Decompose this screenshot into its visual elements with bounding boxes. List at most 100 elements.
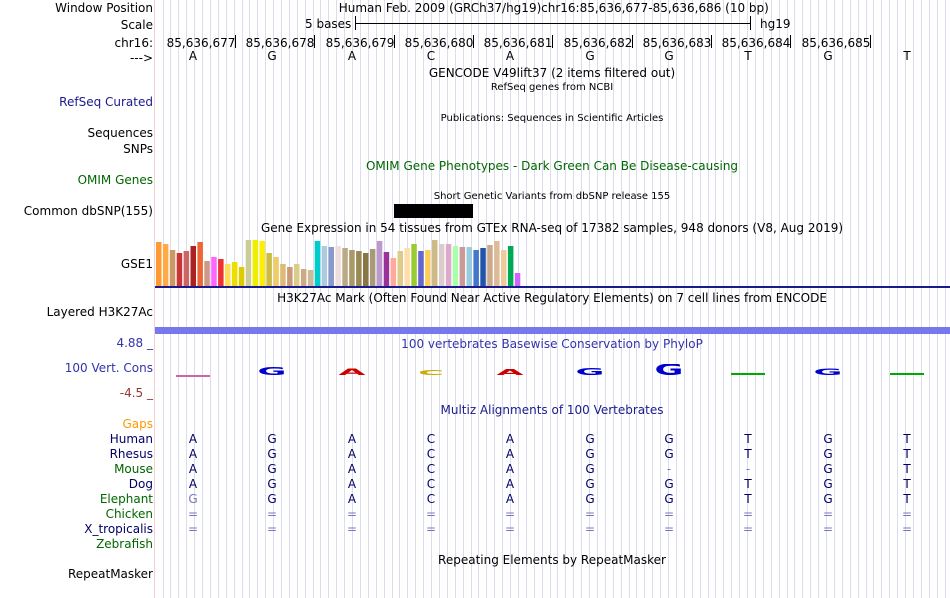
gtex-expression-bars[interactable] — [154, 238, 534, 286]
gtex-tissue-bar[interactable] — [432, 240, 438, 286]
gtex-tissue-bar[interactable] — [507, 246, 514, 286]
species-label[interactable]: Zebrafish — [96, 537, 153, 551]
gtex-tissue-bar[interactable] — [280, 264, 286, 286]
base-letter[interactable]: A — [188, 49, 198, 63]
publications-track-title[interactable]: Publications: Sequences in Scientific Ar… — [440, 113, 664, 124]
gtex-tissue-bar[interactable] — [162, 244, 169, 286]
gtex-tissue-bar[interactable] — [369, 249, 376, 286]
gtex-tissue-bar[interactable] — [169, 250, 176, 286]
base-letter[interactable]: A — [347, 49, 357, 63]
gtex-tissue-bar[interactable] — [349, 250, 355, 286]
gtex-tissue-bar[interactable] — [356, 251, 362, 286]
gtex-tissue-bar[interactable] — [294, 264, 300, 286]
gtex-tissue-bar[interactable] — [314, 241, 321, 286]
gtex-tissue-bar[interactable] — [466, 247, 473, 286]
base-letter[interactable]: T — [903, 49, 911, 63]
gtex-tissue-bar[interactable] — [342, 248, 348, 286]
gtex-tissue-bar[interactable] — [287, 267, 293, 286]
dbsnp-variant-bar[interactable] — [394, 204, 473, 218]
gtex-tissue-bar[interactable] — [404, 248, 410, 286]
gtex-label[interactable]: GSE1 — [120, 257, 153, 271]
gtex-tissue-bar[interactable] — [176, 253, 183, 286]
gtex-tissue-bar[interactable] — [300, 269, 307, 286]
base-letter[interactable]: G — [585, 49, 595, 63]
base-letter[interactable]: G — [267, 49, 277, 63]
gtex-tissue-bar[interactable] — [473, 250, 479, 286]
gtex-tissue-bar[interactable] — [197, 242, 203, 286]
gtex-tissue-bar[interactable] — [480, 248, 486, 286]
base-letter[interactable]: G — [664, 49, 674, 63]
species-label[interactable]: X_tropicalis — [84, 522, 153, 536]
gtex-track-title[interactable]: Gene Expression in 54 tissues from GTEx … — [260, 221, 844, 235]
gtex-tissue-bar[interactable] — [376, 241, 383, 286]
gtex-tissue-bar[interactable] — [397, 251, 404, 286]
gtex-tissue-bar[interactable] — [411, 244, 417, 286]
refseq-curated-label[interactable]: RefSeq Curated — [59, 95, 153, 109]
gtex-tissue-bar[interactable] — [273, 257, 279, 286]
species-label[interactable]: Rhesus — [109, 447, 153, 461]
species-label[interactable]: Elephant — [99, 492, 153, 506]
h3k27ac-label[interactable]: Layered H3K27Ac — [46, 305, 153, 319]
phylop-label[interactable]: 100 Vert. Cons — [64, 361, 153, 375]
gtex-tissue-bar[interactable] — [321, 246, 328, 286]
gtex-tissue-bar[interactable] — [425, 250, 431, 286]
dbsnp-track-title[interactable]: Short Genetic Variants from dbSNP releas… — [433, 191, 671, 202]
gtex-tissue-bar[interactable] — [335, 246, 341, 286]
gtex-tissue-bar[interactable] — [363, 253, 369, 286]
species-label[interactable]: Dog — [128, 477, 153, 491]
gtex-tissue-bar[interactable] — [190, 246, 197, 286]
gtex-tissue-bar[interactable] — [259, 241, 266, 286]
gtex-tissue-bar[interactable] — [231, 262, 238, 286]
alignment-base: G — [823, 432, 833, 446]
multiz-track-title[interactable]: Multiz Alignments of 100 Vertebrates — [440, 403, 664, 417]
gtex-tissue-bar[interactable] — [487, 245, 493, 286]
gtex-tissue-bar[interactable] — [459, 247, 466, 286]
gaps-label[interactable]: Gaps — [122, 417, 153, 431]
gtex-tissue-bar[interactable] — [204, 261, 210, 286]
h3k27ac-signal[interactable] — [155, 327, 950, 334]
scale-db: hg19 — [760, 17, 791, 31]
gtex-tissue-bar[interactable] — [445, 244, 452, 286]
alignment-base: = — [822, 522, 834, 536]
gtex-tissue-bar[interactable] — [383, 252, 390, 286]
gtex-tissue-bar[interactable] — [238, 267, 245, 286]
phylop-track-title[interactable]: 100 vertebrates Basewise Conservation by… — [401, 337, 703, 351]
base-letter[interactable]: G — [823, 49, 833, 63]
gtex-tissue-bar[interactable] — [252, 240, 259, 286]
gtex-tissue-bar[interactable] — [307, 270, 314, 286]
species-label[interactable]: Human — [109, 432, 153, 446]
gtex-tissue-bar[interactable] — [514, 273, 521, 286]
dbsnp-label[interactable]: Common dbSNP(155) — [23, 204, 153, 218]
gtex-tissue-bar[interactable] — [328, 247, 335, 286]
alignment-base: G — [823, 447, 833, 461]
repeatmasker-track-title[interactable]: Repeating Elements by RepeatMasker — [438, 553, 666, 567]
gencode-track-title[interactable]: GENCODE V49lift37 (2 items filtered out) — [428, 66, 676, 80]
sequences-label[interactable]: Sequences — [87, 126, 153, 140]
gtex-tissue-bar[interactable] — [390, 258, 397, 286]
omim-track-title[interactable]: OMIM Gene Phenotypes - Dark Green Can Be… — [365, 159, 739, 173]
base-letter[interactable]: A — [505, 49, 515, 63]
gtex-tissue-bar[interactable] — [501, 250, 507, 286]
gtex-tissue-bar[interactable] — [452, 246, 459, 286]
gtex-tissue-bar[interactable] — [218, 259, 224, 286]
base-letter[interactable]: C — [426, 49, 436, 63]
h3k27ac-track-title[interactable]: H3K27Ac Mark (Often Found Near Active Re… — [277, 291, 827, 305]
gtex-tissue-bar[interactable] — [245, 240, 252, 286]
gtex-tissue-bar[interactable] — [156, 242, 162, 286]
gtex-tissue-bar[interactable] — [183, 251, 190, 286]
refseq-track-title[interactable]: RefSeq genes from NCBI — [490, 82, 614, 93]
gtex-tissue-bar[interactable] — [211, 257, 217, 286]
base-letter[interactable]: T — [744, 49, 752, 63]
gtex-tissue-bar[interactable] — [418, 251, 424, 286]
gtex-tissue-bar[interactable] — [225, 264, 231, 286]
gtex-tissue-bar[interactable] — [494, 241, 500, 286]
snps-label[interactable]: SNPs — [123, 142, 153, 156]
gtex-tissue-bar[interactable] — [266, 253, 272, 286]
species-label[interactable]: Mouse — [114, 462, 153, 476]
gtex-tissue-bar[interactable] — [438, 244, 445, 286]
repeatmasker-label[interactable]: RepeatMasker — [67, 567, 153, 581]
species-label[interactable]: Chicken — [105, 507, 153, 521]
omim-genes-label[interactable]: OMIM Genes — [77, 173, 153, 187]
